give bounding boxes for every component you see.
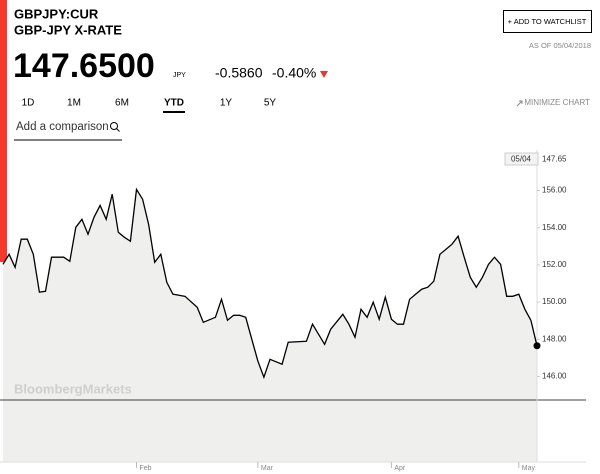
y-tick-label: 154.00 (542, 223, 567, 232)
end-label-box (504, 152, 539, 166)
accent-bar (0, 0, 7, 262)
watchlist-label[interactable]: + ADD TO WATCHLIST (508, 17, 587, 26)
tab[interactable]: 1M (67, 98, 81, 109)
minimize-icon[interactable] (516, 100, 523, 107)
end-label-value: 147.65 (542, 155, 567, 164)
currency: JPY (173, 72, 186, 79)
change: -0.5860 (215, 65, 263, 81)
tab[interactable]: 1Y (220, 98, 233, 109)
x-tick-label: May (522, 465, 536, 472)
price: 147.6500 (13, 47, 155, 85)
search-icon[interactable] (110, 122, 118, 130)
price-line (2, 187, 538, 380)
comparison-input[interactable]: Add a comparison (16, 121, 109, 133)
tab[interactable]: 5Y (264, 98, 277, 109)
y-tick-label: 150.00 (542, 297, 567, 306)
end-label-date: 05/04 (511, 155, 532, 164)
y-tick-label: 146.00 (542, 372, 567, 381)
x-tick-label: Mar (261, 465, 274, 472)
instrument-name: GBP-JPY X-RATE (14, 22, 122, 37)
as-of: AS OF 05/04/2018 (529, 41, 591, 50)
tab[interactable]: YTD (164, 98, 184, 109)
y-tick-label: 156.00 (542, 186, 567, 195)
watermark: BloombergMarkets (14, 381, 132, 396)
x-tick-label: Apr (394, 465, 406, 472)
tab[interactable]: 6M (115, 98, 129, 109)
watchlist-button[interactable] (503, 10, 592, 33)
change-pct: -0.40% (272, 65, 316, 81)
plot: BloombergMarkets 146.00 148.00 150.00 152.00… (0, 150, 586, 472)
area (3, 189, 537, 462)
minimize-chart[interactable]: MINIMIZE CHART (524, 98, 590, 107)
last-point (533, 342, 541, 350)
y-tick-label: 152.00 (542, 260, 567, 269)
y-tick-label: 148.00 (542, 334, 567, 343)
down-arrow (320, 71, 328, 78)
search-icon-handle (116, 128, 120, 132)
x-tick-label: Feb (140, 465, 152, 472)
symbol: GBPJPY:CUR (14, 6, 99, 21)
tab[interactable]: 1D (22, 98, 35, 109)
